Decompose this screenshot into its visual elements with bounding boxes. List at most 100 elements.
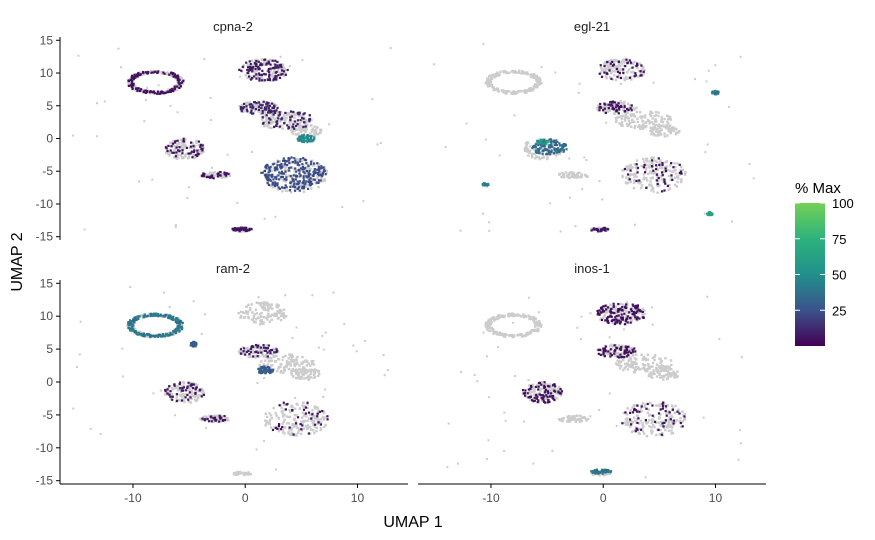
background-cell-point: [611, 321, 614, 325]
background-cell-point: [635, 110, 639, 114]
background-cell-point: [281, 190, 284, 193]
background-cell-point: [250, 150, 253, 153]
expression-cell-point: [170, 145, 173, 148]
background-cell-point: [628, 348, 631, 352]
expression-cell-point: [185, 146, 188, 150]
expression-cell-point: [251, 112, 254, 115]
expression-cell-point: [313, 178, 317, 181]
background-cell-point: [608, 344, 612, 348]
expression-cell-point: [133, 331, 136, 334]
expression-cell-point: [286, 68, 289, 72]
background-cell-point: [192, 143, 195, 147]
expression-cell-point: [147, 333, 150, 336]
expression-cell-point: [294, 161, 297, 164]
expression-cell-point: [240, 69, 243, 72]
expression-cell-point: [305, 180, 308, 183]
background-cell-point: [619, 100, 622, 103]
expression-cell-point: [267, 60, 270, 63]
background-cell-point: [668, 130, 671, 134]
background-cell-point: [292, 369, 295, 372]
expression-cell-point: [136, 315, 139, 318]
background-cell-point: [650, 133, 653, 136]
expression-cell-point: [311, 174, 314, 177]
background-cell-point: [513, 71, 516, 74]
background-cell-point: [263, 354, 266, 358]
expression-cell-point: [141, 333, 144, 336]
expression-cell-point: [262, 369, 265, 372]
expression-cell-point: [618, 71, 621, 75]
expression-cell-point: [302, 175, 305, 178]
expression-cell-point: [281, 425, 284, 429]
background-cell-point: [272, 120, 275, 124]
expression-cell-point: [135, 318, 138, 321]
background-cell-point: [269, 74, 272, 77]
expression-cell-point: [279, 172, 282, 175]
expression-cell-point: [603, 102, 606, 105]
expression-cell-point: [273, 125, 276, 128]
background-cell-point: [642, 176, 646, 179]
background-cell-point: [635, 66, 639, 69]
expression-cell-point: [623, 106, 626, 109]
background-cell-point: [142, 88, 145, 92]
background-cell-point: [546, 156, 549, 159]
background-cell-point: [625, 182, 628, 185]
expression-cell-point: [295, 124, 298, 127]
expression-cell-point: [309, 160, 313, 163]
background-cell-point: [605, 75, 608, 78]
background-cell-point: [525, 90, 528, 93]
expression-cell-point: [189, 141, 193, 144]
background-cell-point: [615, 119, 618, 122]
expression-cell-point: [544, 148, 547, 152]
expression-cell-point: [139, 88, 143, 91]
background-cell-point: [289, 433, 292, 437]
background-cell-point: [281, 428, 285, 432]
background-cell-point: [294, 128, 297, 131]
expression-cell-point: [636, 171, 639, 174]
expression-cell-point: [553, 148, 557, 151]
expression-cell-point: [297, 137, 301, 140]
expression-cell-point: [274, 166, 277, 169]
background-cell-point: [605, 348, 608, 352]
background-cell-point: [629, 163, 633, 167]
background-cell-point: [596, 107, 599, 110]
background-cell-point: [651, 161, 654, 164]
background-cell-point: [298, 122, 302, 125]
background-cell-point: [313, 376, 317, 379]
expression-cell-point: [285, 160, 289, 163]
expression-cell-point: [663, 189, 666, 192]
background-cell-point: [495, 71, 499, 74]
background-cell-point: [145, 98, 148, 101]
expression-cell-point: [556, 140, 559, 144]
background-cell-point: [660, 359, 663, 363]
background-cell-point: [567, 176, 570, 180]
background-cell-point: [529, 330, 532, 334]
expression-cell-point: [221, 419, 224, 422]
background-cell-point: [96, 102, 99, 105]
background-cell-point: [294, 407, 297, 410]
background-cell-point: [317, 369, 321, 373]
expression-cell-point: [203, 418, 207, 421]
expression-cell-point: [268, 73, 271, 77]
expression-cell-point: [308, 120, 311, 123]
expression-cell-point: [154, 314, 157, 317]
expression-cell-point: [265, 103, 268, 106]
background-cell-point: [680, 178, 683, 181]
background-cell-point: [194, 385, 197, 388]
background-cell-point: [72, 134, 75, 137]
expression-cell-point: [626, 173, 630, 176]
background-cell-point: [181, 143, 184, 146]
background-cell-point: [288, 410, 292, 414]
background-cell-point: [293, 126, 296, 129]
background-cell-point: [657, 131, 660, 134]
background-cell-point: [536, 76, 539, 79]
background-cell-point: [523, 91, 527, 95]
expression-cell-point: [291, 160, 295, 164]
background-cell-point: [488, 318, 492, 321]
expression-cell-point: [616, 104, 619, 108]
background-cell-point: [254, 321, 257, 324]
expression-cell-point: [656, 182, 659, 186]
background-cell-point: [280, 124, 283, 127]
expression-cell-point: [242, 350, 245, 353]
background-cell-point: [262, 308, 266, 311]
background-cell-point: [270, 313, 274, 317]
